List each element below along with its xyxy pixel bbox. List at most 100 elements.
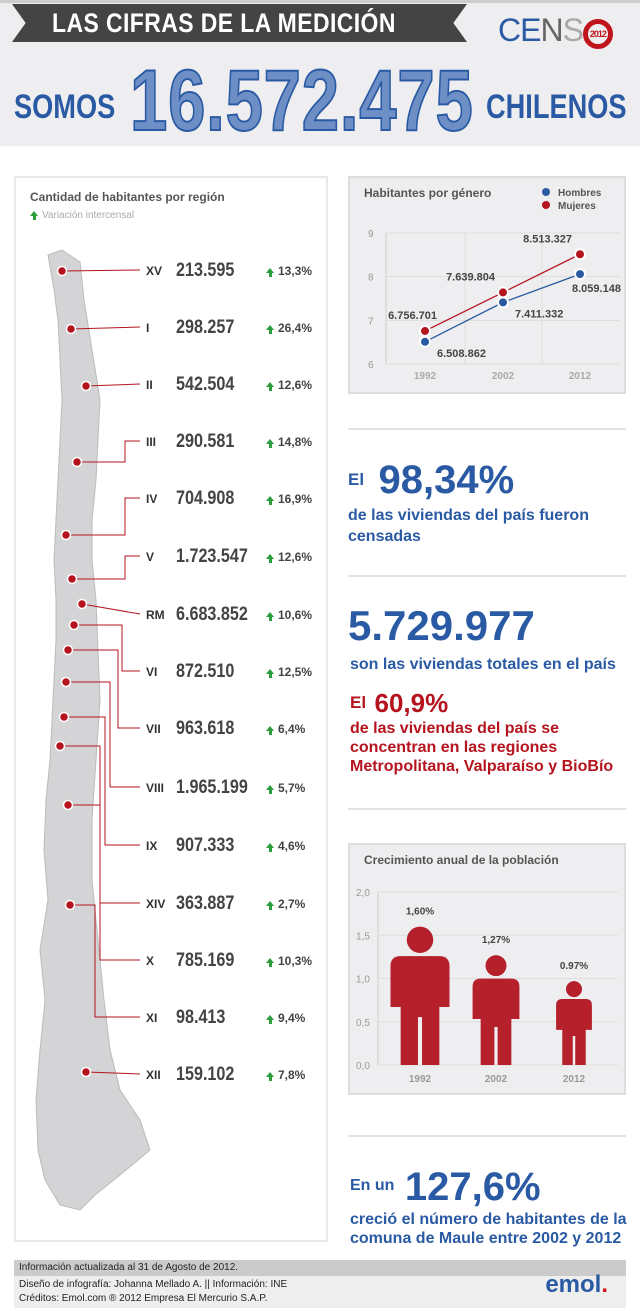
- change-value: 6,4%: [278, 722, 306, 736]
- stat-text: de las viviendas del país fueron censada…: [348, 507, 589, 545]
- region-dot: [64, 899, 76, 911]
- region-change: 2,7%: [266, 897, 305, 911]
- region-code: XV: [146, 264, 163, 278]
- region-dot: [68, 619, 80, 631]
- up-arrow-icon: [266, 669, 274, 678]
- region-row: XI 98.413 9,4%: [140, 1007, 320, 1028]
- change-value: 10,3%: [278, 954, 313, 968]
- viviendas-text: son las viviendas totales en el país: [350, 656, 616, 673]
- gender-line-chart: 6 7 8 9 1992 2002 2012 6.508.862 7.411.332 8.059.…: [368, 229, 621, 382]
- region-connector: [61, 269, 141, 272]
- region-connector: [70, 904, 140, 1018]
- stat-prefix: En un: [350, 1177, 395, 1194]
- person-bar: [390, 926, 450, 1065]
- chilenos-label: CHILENOS: [486, 88, 627, 126]
- up-arrow-icon: [30, 211, 38, 220]
- chile-map: [35, 249, 151, 1211]
- stat-prefix: El: [348, 470, 365, 489]
- change-value: 5,7%: [278, 781, 306, 795]
- region-connector: [85, 1071, 141, 1075]
- data-label: 7.639.804: [446, 271, 496, 283]
- bar-value-label: 1,60%: [406, 907, 434, 918]
- region-connector: [66, 497, 140, 536]
- x-tick-label: 2012: [569, 371, 592, 382]
- region-code: II: [146, 378, 153, 392]
- region-row: II 542.504 12,6%: [140, 374, 320, 395]
- region-row: XII 159.102 7,8%: [140, 1064, 320, 1085]
- region-connector: [72, 555, 140, 580]
- region-code: X: [146, 954, 155, 968]
- up-arrow-icon: [266, 958, 274, 967]
- legend-hombres: Hombres: [558, 188, 602, 199]
- region-change: 4,6%: [266, 839, 305, 853]
- region-dot: [71, 456, 83, 468]
- region-population: 298.257: [176, 317, 235, 338]
- up-arrow-icon: [266, 382, 274, 391]
- region-connector: [68, 804, 140, 961]
- stat-text: creció el número de habitantes de la com…: [350, 1211, 627, 1247]
- growth-chart-title: Crecimiento anual de la población: [364, 853, 559, 867]
- divider: [348, 808, 626, 810]
- change-value: 12,6%: [278, 378, 313, 392]
- emol-logo-text: emol: [545, 1271, 602, 1298]
- region-change: 12,6%: [266, 378, 312, 392]
- change-value: 26,4%: [278, 321, 313, 335]
- region-row: V 1.723.547 12,6%: [140, 546, 320, 567]
- region-row: IX 907.333 4,6%: [140, 835, 320, 856]
- region-row: VI 872.510 12,5%: [140, 661, 320, 682]
- region-dot: [65, 323, 77, 335]
- region-connector: [81, 603, 141, 615]
- stat-maule: En un 127,6% creció el número de habitan…: [350, 1165, 630, 1248]
- stat-text: de las viviendas del país se concentran …: [350, 720, 614, 775]
- region-row: I 298.257 26,4%: [140, 317, 320, 338]
- y-tick-label: 2,0: [356, 888, 370, 899]
- region-population: 213.595: [176, 260, 235, 281]
- change-value: 2,7%: [278, 897, 306, 911]
- region-row: RM 6.683.852 10,6%: [140, 604, 320, 625]
- region-connector: [74, 624, 140, 672]
- title-banner: LAS CIFRAS DE LA MEDICIÓN: [12, 4, 467, 42]
- region-change: 10,6%: [266, 608, 312, 622]
- data-label: 8.059.148: [572, 283, 621, 295]
- region-change: 5,7%: [266, 781, 305, 795]
- region-dot: [62, 644, 74, 656]
- data-point: [419, 324, 431, 337]
- region-connector: [70, 326, 141, 330]
- data-point: [497, 286, 509, 299]
- region-dot: [60, 676, 72, 688]
- data-label: 8.513.327: [523, 233, 572, 245]
- region-code: XIV: [146, 897, 166, 911]
- region-dot: [80, 380, 92, 392]
- region-population: 6.683.852: [176, 604, 248, 625]
- y-tick-label: 9: [368, 229, 374, 240]
- total-viviendas: 5.729.977: [348, 602, 535, 649]
- y-tick-label: 1,5: [356, 931, 370, 942]
- y-tick-label: 0,0: [356, 1061, 370, 1072]
- region-dot: [60, 529, 72, 541]
- x-tick-label: 1992: [409, 1074, 432, 1085]
- region-population: 963.618: [176, 718, 235, 739]
- gender-chart-title: Habitantes por género: [364, 186, 492, 200]
- up-arrow-icon: [266, 439, 274, 448]
- change-value: 12,5%: [278, 665, 313, 679]
- up-arrow-icon: [266, 554, 274, 563]
- legend-mujeres: Mujeres: [558, 201, 596, 212]
- region-connector: [85, 383, 141, 387]
- data-label: 7.411.332: [515, 308, 563, 320]
- emol-logo[interactable]: emol.: [545, 1271, 608, 1298]
- region-population: 98.413: [176, 1007, 226, 1028]
- region-population: 159.102: [176, 1064, 235, 1085]
- region-population: 1.965.199: [176, 777, 248, 798]
- divider: [348, 575, 626, 577]
- region-code: VIII: [146, 781, 165, 795]
- region-row: IV 704.908 16,9%: [140, 488, 320, 509]
- mujeres-legend-dot: [542, 201, 550, 209]
- up-arrow-icon: [266, 1072, 274, 1081]
- banner-title: LAS CIFRAS DE LA MEDICIÓN: [52, 8, 396, 38]
- region-dot: [80, 1066, 92, 1078]
- change-value: 16,9%: [278, 492, 313, 506]
- change-value: 14,8%: [278, 435, 313, 449]
- stat-value: 60,9%: [374, 688, 449, 718]
- stat-concentracion: El 60,9% de las viviendas del país se co…: [350, 688, 630, 776]
- data-point: [574, 268, 586, 281]
